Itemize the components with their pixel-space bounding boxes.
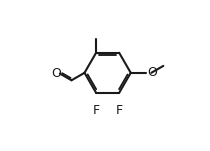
- Text: F: F: [93, 104, 100, 117]
- Text: O: O: [147, 66, 157, 79]
- Text: F: F: [116, 104, 123, 117]
- Text: O: O: [51, 67, 61, 80]
